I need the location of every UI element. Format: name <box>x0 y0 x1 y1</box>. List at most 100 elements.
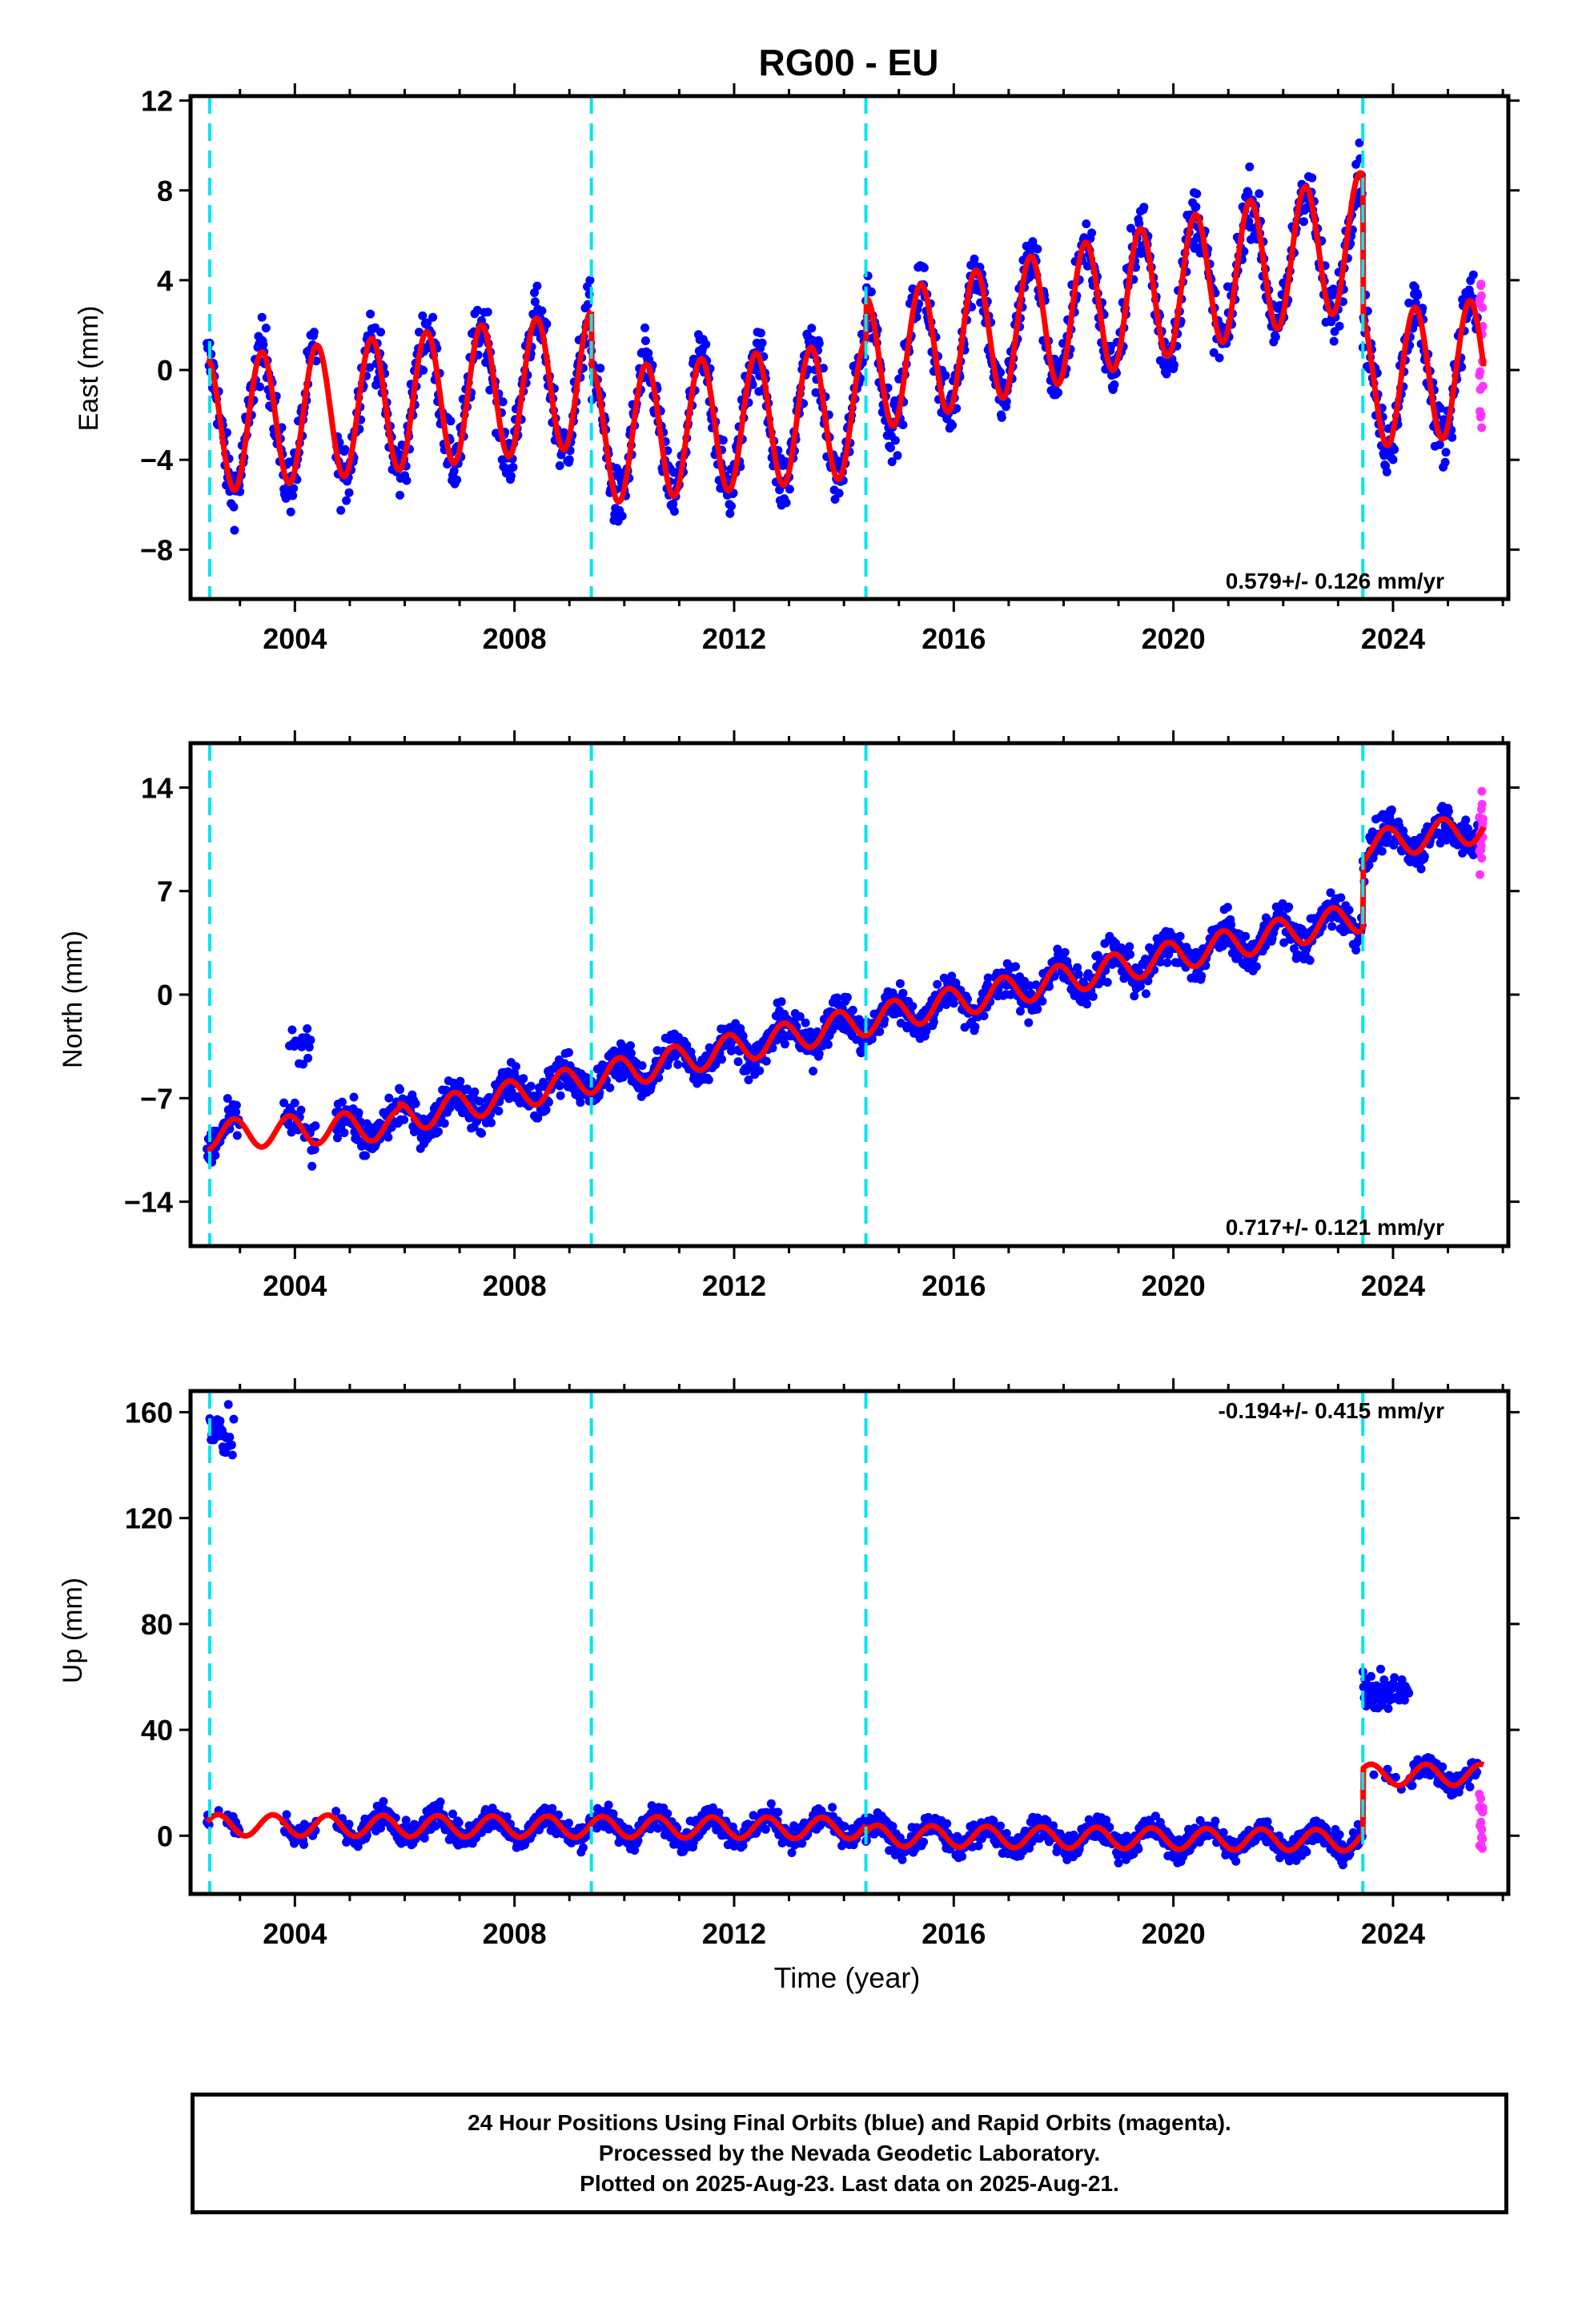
east-final-point <box>669 507 679 516</box>
east-final-point <box>506 471 516 480</box>
north-final-point <box>519 1074 528 1084</box>
north-final-point <box>231 1108 241 1117</box>
east-final-point <box>423 318 432 328</box>
east-final-point <box>1126 223 1135 233</box>
north-ytick-label: 14 <box>141 771 173 804</box>
east-ytick-label: 0 <box>157 354 173 387</box>
east-final-point <box>428 312 438 322</box>
north-rapid-point <box>1477 786 1487 796</box>
north-final-point <box>349 1092 359 1102</box>
up-final-point <box>578 1843 588 1852</box>
east-final-point <box>1209 348 1219 357</box>
east-ytick-label: 8 <box>157 175 173 207</box>
east-rapid-point <box>1476 410 1486 420</box>
east-final-point <box>340 444 350 454</box>
east-final-point <box>418 311 428 320</box>
north-final-point <box>970 1022 980 1031</box>
north-final-point <box>411 1099 420 1108</box>
east-final-point <box>1441 448 1451 457</box>
east-final-point <box>887 457 897 467</box>
north-final-point <box>541 1105 551 1115</box>
north-final-point <box>605 1083 615 1092</box>
east-final-point <box>530 297 540 307</box>
east-final-point <box>1110 380 1119 389</box>
north-final-point <box>751 1059 761 1069</box>
north-final-point <box>1336 893 1346 903</box>
north-final-point <box>290 1098 299 1108</box>
east-final-point <box>1170 360 1178 370</box>
east-rate-label: 0.579+/- 0.126 mm/yr <box>1226 569 1444 593</box>
north-final-point <box>929 1017 938 1027</box>
north-final-point <box>410 1127 419 1136</box>
east-final-point <box>948 420 958 430</box>
north-final-point <box>333 1133 342 1143</box>
east-final-point <box>1215 353 1224 363</box>
east-final-point <box>585 275 595 285</box>
up-final-point <box>564 1819 573 1827</box>
north-final-point <box>1125 942 1134 951</box>
up-final-point <box>229 1414 239 1424</box>
north-plot-area <box>203 786 1488 1171</box>
north-final-point <box>682 1040 692 1050</box>
east-final-point <box>669 499 678 509</box>
north-final-point <box>1060 947 1070 957</box>
north-final-point <box>1251 962 1261 971</box>
north-final-point <box>738 1031 748 1041</box>
up-final-point <box>773 1807 783 1817</box>
east-xtick-label: 2016 <box>921 622 986 655</box>
east-final-point <box>893 451 902 460</box>
east-rapid-point <box>1476 292 1486 300</box>
north-final-point <box>1175 931 1185 941</box>
east-final-point <box>996 368 1006 377</box>
east-final-point <box>344 488 354 497</box>
up-final-point <box>761 1824 770 1834</box>
east-final-point <box>532 281 542 291</box>
north-final-point <box>626 1041 635 1051</box>
north-final-point <box>626 1048 636 1058</box>
north-xtick-label: 2004 <box>263 1269 327 1302</box>
east-final-point <box>289 484 299 493</box>
up-final-point <box>223 1400 233 1409</box>
east-final-point <box>1468 270 1478 279</box>
east-final-point <box>530 288 539 297</box>
north-final-point <box>1102 978 1112 987</box>
north-final-point <box>357 1141 366 1151</box>
east-final-point <box>1307 173 1317 183</box>
north-final-point <box>576 1098 585 1108</box>
east-final-point <box>919 263 929 272</box>
north-final-point <box>809 1067 818 1076</box>
north-final-point <box>1162 958 1172 967</box>
east-final-point <box>415 328 424 337</box>
north-final-point <box>284 1120 294 1129</box>
east-final-point <box>286 507 295 517</box>
east-rapid-point <box>1478 303 1488 312</box>
east-final-point <box>725 509 735 518</box>
east-ytick-label: 12 <box>141 85 173 118</box>
north-final-point <box>1223 903 1232 912</box>
east-final-point <box>1335 321 1344 331</box>
north-final-point <box>1074 970 1083 979</box>
up-final-point <box>738 1841 748 1851</box>
east-final-point <box>718 436 728 445</box>
north-final-point <box>1024 1018 1034 1027</box>
east-plot-area <box>203 138 1488 535</box>
up-final-point <box>379 1797 388 1806</box>
east-final-point <box>1162 369 1171 379</box>
east-rapid-points <box>1475 279 1488 432</box>
east-final-point <box>537 306 547 316</box>
east-model-segment <box>1359 175 1487 448</box>
north-final-point <box>456 1076 465 1086</box>
east-final-point <box>1191 202 1201 211</box>
east-final-point <box>1087 228 1097 238</box>
up-final-point <box>958 1852 967 1861</box>
east-final-point <box>259 340 268 349</box>
east-ytick-label: 4 <box>157 264 173 297</box>
up-final-point <box>227 1440 236 1449</box>
north-xtick-label: 2020 <box>1142 1269 1206 1302</box>
east-final-point <box>449 466 459 476</box>
north-xtick-label: 2008 <box>483 1269 547 1302</box>
north-final-point <box>933 979 942 989</box>
east-xtick-label: 2004 <box>263 622 327 655</box>
